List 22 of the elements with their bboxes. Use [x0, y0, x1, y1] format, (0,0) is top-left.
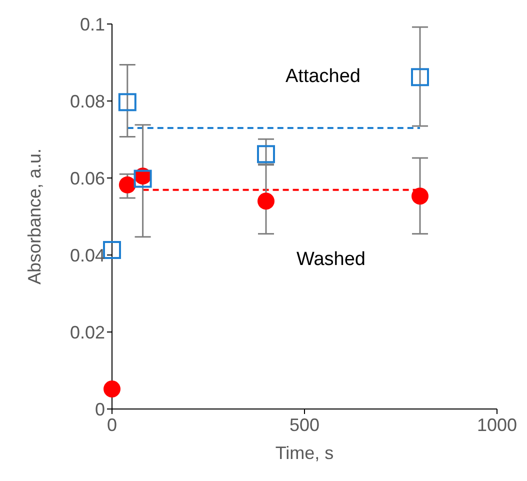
y-tick-label: 0: [94, 399, 105, 420]
point: [103, 240, 121, 259]
y-tick-label: 0.08: [70, 91, 105, 112]
point: [411, 68, 429, 86]
x-tick-label: 500: [289, 414, 320, 435]
y-tick-label: 0.04: [70, 245, 105, 266]
y-tick-label: 0.06: [70, 168, 105, 188]
point: [257, 145, 275, 164]
point: [118, 93, 136, 112]
y-tick-label: 0.1: [80, 14, 105, 34]
x-axis-title: Time, s: [275, 443, 334, 463]
y-axis-title: Absorbance, a.u.: [24, 148, 44, 285]
y-tick-label: 0.02: [70, 322, 105, 342]
point: [118, 176, 136, 194]
point: [258, 192, 274, 210]
point: [134, 170, 152, 188]
point: [412, 188, 428, 205]
point: [104, 380, 120, 398]
annotation: Washed: [296, 249, 366, 271]
annotation: Attached: [286, 66, 360, 88]
x-tick-label: 1000: [476, 414, 518, 435]
x-tick-label: 0: [106, 414, 118, 435]
